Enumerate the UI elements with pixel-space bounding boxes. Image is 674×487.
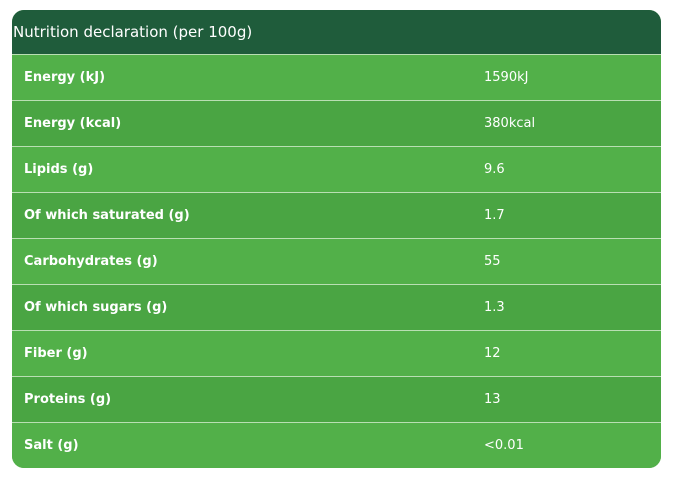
table-row: Proteins (g) 13 [12, 376, 661, 422]
nutrient-value: 13 [484, 392, 501, 407]
nutrient-label: Salt (g) [24, 438, 79, 453]
table-row: Of which sugars (g) 1.3 [12, 284, 661, 330]
nutrient-label: Lipids (g) [24, 162, 94, 177]
nutrient-value: 9.6 [484, 162, 505, 177]
nutrient-value: <0.01 [484, 438, 524, 453]
nutrition-table: Nutrition declaration (per 100g) Energy … [12, 10, 661, 468]
table-row: Lipids (g) 9.6 [12, 146, 661, 192]
nutrient-label: Of which sugars (g) [24, 300, 168, 315]
table-row: Carbohydrates (g) 55 [12, 238, 661, 284]
table-row: Salt (g) <0.01 [12, 422, 661, 468]
table-row: Energy (kcal) 380kcal [12, 100, 661, 146]
nutrient-label: Energy (kJ) [24, 70, 106, 85]
nutrient-label: Of which saturated (g) [24, 208, 190, 223]
nutrient-value: 380kcal [484, 116, 536, 131]
table-title: Nutrition declaration (per 100g) [12, 10, 661, 54]
nutrient-value: 12 [484, 346, 501, 361]
nutrient-value: 1.3 [484, 300, 505, 315]
nutrient-value: 55 [484, 254, 501, 269]
nutrient-value: 1590kJ [484, 70, 529, 85]
table-row: Energy (kJ) 1590kJ [12, 54, 661, 100]
nutrient-label: Energy (kcal) [24, 116, 122, 131]
nutrient-value: 1.7 [484, 208, 505, 223]
table-row: Fiber (g) 12 [12, 330, 661, 376]
nutrient-label: Carbohydrates (g) [24, 254, 158, 269]
table-row: Of which saturated (g) 1.7 [12, 192, 661, 238]
nutrient-label: Proteins (g) [24, 392, 112, 407]
nutrient-label: Fiber (g) [24, 346, 88, 361]
